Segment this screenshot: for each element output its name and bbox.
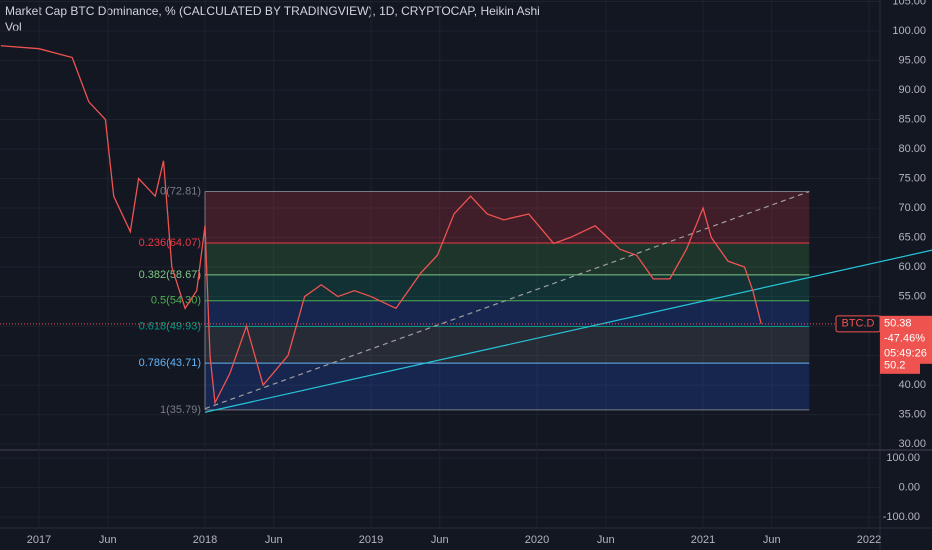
y-tick-label: 65.00 (898, 231, 926, 243)
mark-box (880, 357, 920, 374)
y-tick-label: 95.00 (898, 54, 926, 66)
x-tick-label: 2022 (857, 534, 881, 546)
y2-tick-label: -100.00 (883, 511, 920, 523)
fib-zone (205, 191, 810, 244)
x-tick-label: 2019 (359, 534, 383, 546)
price-name: BTC.D (842, 318, 875, 330)
x-tick-label: Jun (265, 534, 283, 546)
mark-price: 50.2 (884, 360, 905, 372)
y-tick-label: 90.00 (898, 84, 926, 96)
x-tick-label: Jun (431, 534, 449, 546)
y-tick-label: 35.00 (898, 408, 926, 420)
price-countdown: 05:49:26 (884, 348, 927, 360)
fib-label: 0.618(49.93) (139, 320, 201, 332)
fib-zone (205, 274, 810, 301)
x-tick-label: Jun (99, 534, 117, 546)
x-tick-label: Jun (597, 534, 615, 546)
y-tick-label: 85.00 (898, 113, 926, 125)
y-tick-label: 55.00 (898, 290, 926, 302)
x-tick-label: 2021 (691, 534, 715, 546)
y-tick-label: 75.00 (898, 172, 926, 184)
x-tick-label: 2018 (193, 534, 217, 546)
y-tick-label: 30.00 (898, 438, 926, 450)
y-tick-label: 60.00 (898, 261, 926, 273)
y-tick-label: 100.00 (892, 25, 926, 37)
y-tick-label: 40.00 (898, 379, 926, 391)
x-tick-label: 2017 (27, 534, 51, 546)
fib-label: 1(35.79) (160, 404, 201, 416)
price-line (0, 45, 762, 406)
y-tick-label: 70.00 (898, 202, 926, 214)
fib-label: 0.382(58.67) (139, 269, 201, 281)
x-tick-label: Jun (763, 534, 781, 546)
fib-zone (205, 243, 810, 275)
price-change: -47.46% (884, 333, 925, 345)
y2-tick-label: 100.00 (886, 452, 920, 464)
price-value: 50.38 (884, 318, 912, 330)
y2-tick-label: 0.00 (899, 481, 920, 493)
chart-title: Market Cap BTC Dominance, % (CALCULATED … (5, 4, 540, 18)
trendline (204, 249, 932, 413)
price-box (880, 315, 932, 364)
x-tick-label: 2020 (525, 534, 549, 546)
fib-label: 0.786(43.71) (139, 357, 201, 369)
fib-zone (205, 300, 810, 327)
subtitle: Vol (5, 20, 22, 34)
grid (0, 0, 880, 528)
fib-label: 0(72.81) (160, 185, 201, 197)
y-tick-label: 105.00 (892, 0, 926, 7)
y-tick-label: 80.00 (898, 143, 926, 155)
fib-zone (205, 363, 810, 410)
